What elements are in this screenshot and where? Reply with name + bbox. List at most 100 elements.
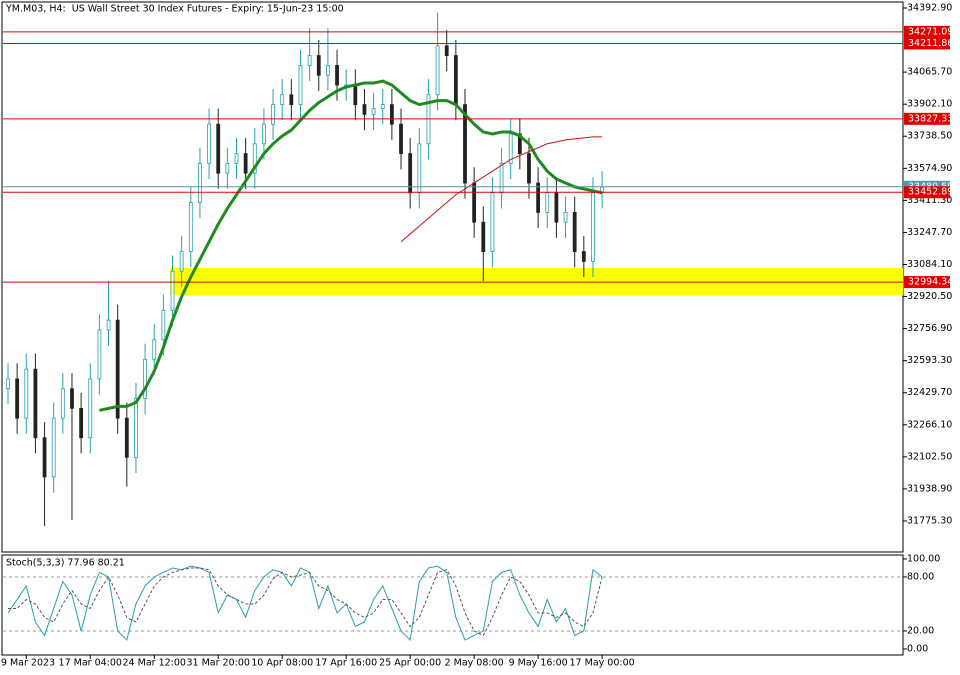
indicator-line (8, 567, 603, 637)
indicator-line (7, 565, 603, 642)
candle-body (161, 309, 166, 341)
x-tick-label: 10 Apr 08:00 (251, 658, 313, 669)
candle-body (262, 123, 266, 145)
level-tag (904, 186, 950, 199)
candle-body (60, 388, 65, 419)
candle-body (554, 192, 559, 223)
candle-body (380, 104, 385, 109)
candle-body (481, 221, 486, 252)
candle-body (24, 368, 29, 419)
candle-body (188, 202, 193, 252)
candle-body (15, 378, 20, 419)
candle-body (106, 319, 111, 331)
x-tick-label: 31 Mar 20:00 (187, 658, 250, 669)
candle-body (472, 182, 477, 223)
level-label: 33452.89 (908, 187, 953, 198)
indicator-line (400, 136, 603, 243)
y-tick-label: 31775.30 (907, 515, 952, 526)
candle-body (335, 64, 339, 86)
candle-body (252, 143, 257, 174)
chart-title: YM.M03, H4: US Wall Street 30 Index Futu… (5, 4, 344, 15)
y-tick-label: 33411.30 (907, 195, 952, 206)
candle-body (362, 104, 367, 115)
y-tick-label: 34065.70 (907, 67, 952, 78)
indicator-line (99, 79, 603, 412)
y-tick-label: 33738.50 (907, 131, 952, 142)
candle-body (499, 162, 504, 194)
candle-body (33, 368, 38, 439)
y-tick-label: 32266.10 (907, 419, 952, 430)
candle-body (408, 153, 413, 194)
candle-body (307, 55, 312, 66)
candle-body (79, 407, 84, 439)
stoch-frame (1, 554, 904, 656)
candle-body (134, 398, 138, 458)
level-label: 33827.33 (908, 113, 953, 124)
candle-body (399, 123, 403, 154)
x-tick-label: 9 Mar 2023 (1, 658, 55, 669)
candle-body (316, 55, 321, 76)
y-tick-label: 32593.30 (907, 355, 952, 366)
y-tick-label: 32429.70 (907, 387, 952, 398)
candle-body (298, 64, 303, 105)
candle-body (280, 94, 285, 105)
y-tick-label: 80.00 (907, 571, 934, 582)
candle-body (490, 192, 495, 252)
candle-body (143, 358, 148, 399)
x-tick-label: 2 May 08:00 (445, 658, 504, 669)
y-tick-label: 34392.90 (907, 2, 952, 13)
candle-body (243, 153, 248, 174)
candle-body (563, 211, 568, 223)
candle-body (463, 104, 467, 184)
candle-body (225, 162, 230, 174)
candle-body (353, 84, 358, 105)
candle-body (234, 153, 239, 164)
candle-body (536, 182, 541, 213)
level-tag (904, 112, 950, 125)
support-zone (170, 268, 903, 296)
level-label: 34271.09 (908, 26, 953, 37)
level-tag (904, 276, 950, 289)
level-tag (904, 37, 950, 50)
candle-body (572, 211, 577, 252)
level-label: 32994.34 (908, 277, 953, 288)
candle-body (42, 437, 47, 478)
level-tag (904, 25, 950, 38)
x-tick-label: 24 Mar 12:00 (123, 658, 186, 669)
y-tick-label: 33084.10 (907, 259, 952, 270)
candle-body (545, 192, 550, 213)
y-tick-label: 33574.90 (907, 163, 952, 174)
candle-body (325, 64, 330, 76)
level-label: 34211.86 (908, 38, 953, 49)
candle-body (115, 319, 120, 419)
candle-body (198, 162, 202, 203)
candle-body (435, 45, 440, 96)
candle-body (271, 104, 275, 125)
candle-body (179, 251, 184, 272)
x-tick-label: 25 Apr 00:00 (379, 658, 441, 669)
y-tick-label: 31938.90 (907, 483, 952, 494)
y-tick-label: 32756.90 (907, 323, 952, 334)
candle-body (88, 378, 93, 439)
stoch-title: Stoch(5,3,3) 77.96 80.21 (6, 558, 125, 569)
candle-body (417, 143, 422, 194)
candle-body (444, 45, 449, 56)
candle-body (289, 94, 294, 105)
candle-body (216, 123, 221, 174)
y-tick-label: 33902.10 (907, 99, 952, 110)
x-tick-label: 17 Mar 04:00 (59, 658, 122, 669)
y-tick-label: 0.00 (907, 643, 928, 654)
candle-body (508, 133, 513, 164)
candle-body (97, 329, 102, 380)
y-tick-label: 20.00 (907, 625, 934, 636)
candle-body (517, 133, 522, 154)
candle-body (124, 417, 129, 458)
candle-body (207, 123, 211, 164)
y-tick-label: 32920.50 (907, 291, 952, 302)
candle-body (453, 55, 458, 105)
candle-body (581, 251, 586, 262)
candle-body (51, 417, 56, 478)
candle-body (70, 388, 74, 409)
x-tick-label: 17 Apr 16:00 (315, 658, 377, 669)
